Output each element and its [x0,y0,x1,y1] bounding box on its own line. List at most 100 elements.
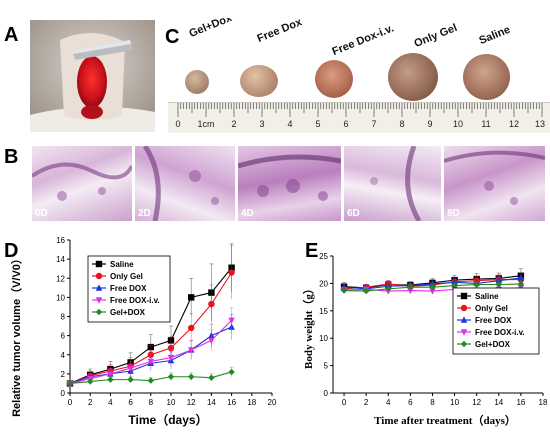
legend-label: Only Gel [110,272,143,281]
data-point [460,292,468,300]
legend-label: Free DOX-i.v. [475,328,525,337]
y-tick-label: 25 [319,252,328,261]
data-point [127,365,134,372]
y-tick-label: 20 [319,279,328,288]
histology-day-label: 0D [35,208,48,219]
data-point [517,274,525,281]
x-ticks: 0 2 4 6 8 10 12 14 16 18 20 [68,393,277,407]
ruler-label: 2 [231,119,237,129]
data-point [95,284,103,291]
series-free-dox-i-v- [66,307,235,388]
legend-item: Free DOX [92,284,147,293]
data-point [188,294,195,301]
y-tick-label: 5 [324,362,329,371]
data-point [429,280,436,287]
data-point [228,269,235,276]
x-tick-label: 2 [88,398,93,407]
data-point [228,317,235,325]
y-tick-label: 0 [61,389,66,398]
y-tick-label: 14 [56,255,65,264]
histology-texture [142,146,219,221]
tumor-only-gel [388,53,438,101]
x-tick-label: 12 [187,398,196,407]
histology-day-label: 8D [447,208,460,219]
data-point [127,376,134,383]
tumor-label-saline: Saline [477,23,513,47]
histology-texture [444,150,545,205]
data-point [95,297,103,304]
tumor-volume-chart: 0 2 4 6 8 10 12 14 16 18 20 0 2 4 6 8 10 12 14 16 Saline O… [10,236,277,427]
data-point [208,337,215,345]
data-point [147,377,154,384]
legend-label: Free DOX [110,284,147,293]
data-point [362,287,370,295]
tumor-label-free-dox: Free Dox [255,18,304,45]
x-tick-label: 10 [167,398,176,407]
x-tick-label: 18 [539,398,548,407]
data-point [95,308,103,316]
data-point [340,287,348,294]
ruler-label: 6 [343,119,349,129]
data-point [95,260,103,268]
data-point [460,329,468,336]
y-axis-title: Relative tumor volume（V/V0） [10,253,23,417]
data-point [473,281,480,288]
panel-c-label: C [165,26,180,48]
legend-item: Free DOX-i.v. [92,296,160,305]
y-ticks: 0 2 4 6 8 10 12 14 16 [56,236,70,398]
ruler-label: 13 [534,119,546,129]
histology-day-label: 6D [347,208,360,219]
y-tick-label: 12 [56,274,65,283]
ruler-label: 11 [481,119,491,129]
x-tick-label: 20 [268,398,277,407]
ruler-label: 9 [427,119,433,129]
x-tick-label: 14 [494,398,503,407]
legend-item: Only Gel [92,272,143,281]
histology-day-label: 2D [138,208,151,219]
ruler-label: 4 [287,119,293,129]
data-point [147,358,154,366]
ruler-label: 12 [508,119,520,129]
ruler-label: 8 [399,119,405,129]
legend-box [452,287,540,355]
y-tick-label: 6 [61,332,66,341]
x-tick-label: 14 [207,398,216,407]
x-tick-label: 2 [364,398,369,407]
tumor-free-dox [240,65,278,97]
ruler-label: 5 [315,119,321,129]
x-tick-label: 0 [68,398,73,407]
panel-c-photo: Gel+Dox Free Dox Free Dox-i.v. Only Gel … [160,18,550,133]
series-group [66,243,235,388]
y-tick-label: 10 [319,334,328,343]
data-point [188,373,195,380]
data-point [95,272,103,280]
x-ticks: 0 2 4 6 8 10 12 14 16 18 [342,393,548,407]
histology-image: 4D [238,146,341,221]
data-point [167,373,175,380]
x-tick-label: 8 [149,398,154,407]
x-tick-label: 8 [430,398,435,407]
legend-label: Saline [475,292,499,301]
x-tick-label: 0 [342,398,347,407]
histology-texture [32,162,132,201]
y-axis-title: Body weight（g） [302,283,315,369]
data-point [495,276,502,284]
data-point [87,378,94,385]
tumor-label-free-dox-iv: Free Dox-i.v. [330,22,396,58]
ruler: 0 1cm 2 3 4 5 6 7 8 9 10 11 12 13 [168,102,550,133]
tumor-saline [463,54,510,100]
x-tick-label: 16 [227,398,236,407]
histology-texture [370,146,422,221]
data-point [451,278,458,286]
data-point [407,284,414,291]
data-point [228,368,235,376]
x-tick-label: 4 [386,398,391,407]
y-tick-label: 4 [61,351,66,360]
ruler-label: 3 [259,119,265,129]
y-tick-label: 16 [56,236,65,245]
histology-texture [238,154,341,201]
legend-label: Free DOX-i.v. [110,296,160,305]
x-axis-title: Time after treatment（days） [374,414,516,427]
legend-item: Only Gel [457,304,508,313]
legend-label: Only Gel [475,304,508,313]
